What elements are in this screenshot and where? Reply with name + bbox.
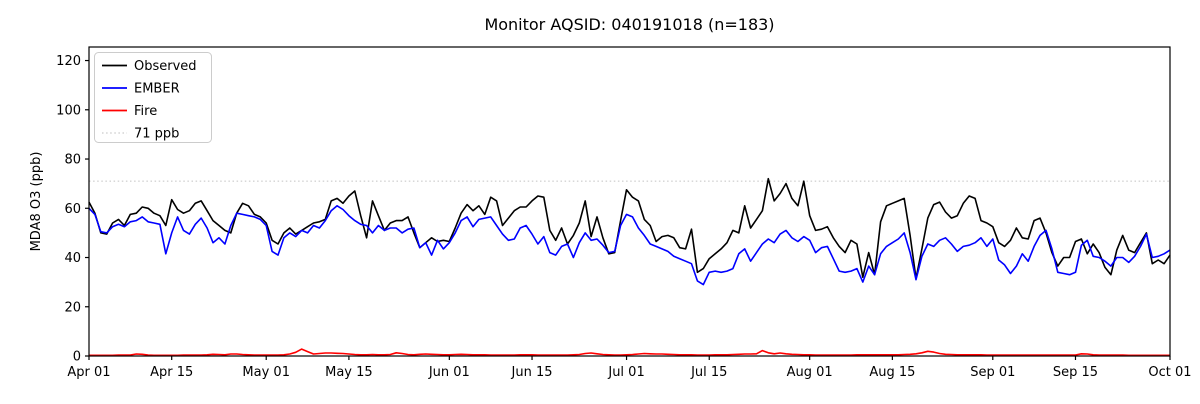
- y-axis-label: MDA8 O3 (ppb): [29, 152, 44, 252]
- series-line-fire: [89, 348, 1170, 357]
- legend-fire-label: Fire: [134, 104, 157, 119]
- y-tick-label: 0: [73, 350, 81, 365]
- y-tick-label: 80: [64, 153, 81, 168]
- x-tick-label: Sep 01: [970, 365, 1015, 380]
- x-tick-label: May 01: [242, 365, 290, 380]
- legend-box: [94, 52, 212, 143]
- data-series-group: [88, 177, 1171, 357]
- legend-observed-label: Observed: [134, 59, 197, 74]
- y-tick-label: 120: [56, 54, 81, 69]
- legend-ember-label: EMBER: [134, 82, 180, 97]
- x-tick-label: Aug 15: [869, 365, 915, 380]
- legend-threshold-label: 71 ppb: [134, 127, 179, 142]
- x-tick-label: Jun 15: [511, 365, 553, 380]
- axis-ticks-group: 0 20 40 60 80 100 120 Apr 01 Apr 15 May 01 May 15 J…: [56, 54, 1191, 380]
- x-tick-label: Oct 01: [1148, 365, 1191, 380]
- legend: Observed EMBER Fire 71 ppb: [94, 52, 212, 143]
- x-tick-label: Jul 01: [607, 365, 644, 380]
- x-tick-label: Aug 01: [787, 365, 833, 380]
- x-tick-label: Jun 01: [428, 365, 470, 380]
- y-tick-label: 60: [64, 202, 81, 217]
- y-tick-label: 40: [64, 251, 81, 266]
- x-tick-label: Apr 15: [150, 365, 193, 380]
- y-tick-label: 20: [64, 300, 81, 315]
- x-tick-label: Apr 01: [67, 365, 110, 380]
- x-tick-label: Sep 15: [1053, 365, 1098, 380]
- axes-spines: [88, 46, 1171, 357]
- series-line-ember: [88, 205, 1171, 286]
- x-tick-label: May 15: [325, 365, 373, 380]
- page-title: Monitor AQSID: 040191018 (n=183): [484, 15, 774, 34]
- y-tick-label: 100: [56, 103, 81, 118]
- series-line-observed: [88, 177, 1171, 280]
- x-tick-label: Jul 15: [690, 365, 727, 380]
